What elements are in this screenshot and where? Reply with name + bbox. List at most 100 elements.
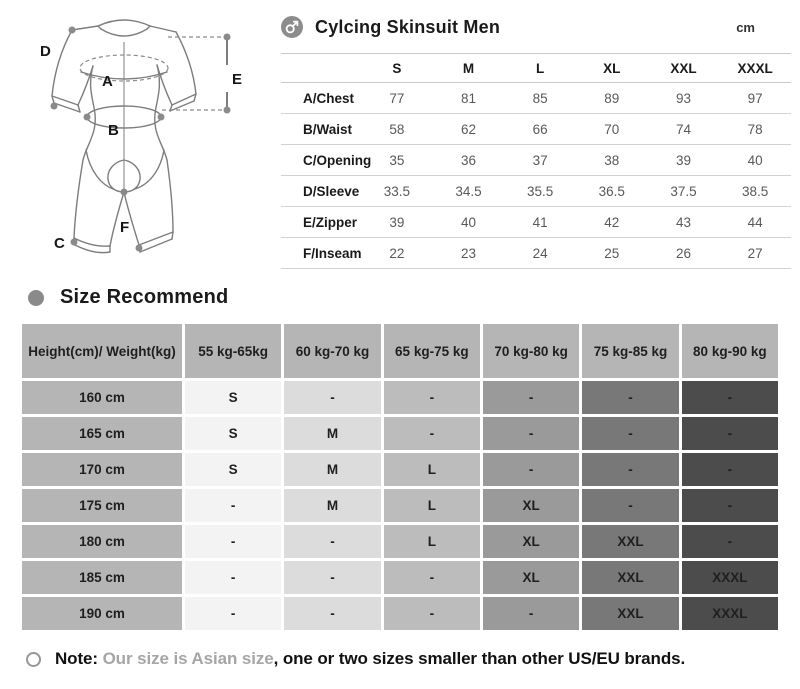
table-row: F/Inseam 22 23 24 25 26 27 — [281, 238, 791, 269]
size-cell: M — [284, 417, 381, 450]
size-cell: L — [383, 453, 480, 486]
size-cell: - — [483, 417, 580, 450]
height-cell: 190 cm — [22, 597, 182, 630]
size-col-header: XL — [603, 60, 621, 76]
cell-value: 66 — [532, 121, 548, 137]
size-cell: L — [383, 525, 480, 558]
size-col-header: M — [462, 60, 475, 76]
cell-value: 39 — [675, 152, 691, 168]
size-col-header: XXL — [670, 60, 697, 76]
size-cell: - — [483, 597, 580, 630]
size-cell: - — [681, 381, 778, 414]
cell-value: 37.5 — [670, 183, 697, 199]
male-icon — [281, 16, 303, 38]
size-cell: XL — [483, 525, 580, 558]
cell-value: 41 — [532, 214, 548, 230]
note-highlight: Our size is Asian size — [102, 649, 274, 668]
note-row: Note: Our size is Asian size, one or two… — [26, 649, 685, 669]
size-cell: - — [383, 417, 480, 450]
cell-value: 37 — [532, 152, 548, 168]
size-col-header: XXXL — [737, 60, 773, 76]
cell-value: 85 — [532, 90, 548, 106]
size-cell: S — [185, 417, 282, 450]
row-label: D/Sleeve — [303, 183, 360, 199]
size-cell: - — [284, 561, 381, 594]
skinsuit-drawing: A B C D E F — [40, 19, 242, 254]
size-cell: - — [681, 525, 778, 558]
table-row: D/Sleeve 33.5 34.5 35.5 36.5 37.5 38.5 — [281, 176, 791, 207]
cell-value: 43 — [675, 214, 691, 230]
diagram-label-f: F — [120, 219, 129, 236]
cell-value: 44 — [747, 214, 763, 230]
size-cell: - — [681, 489, 778, 522]
note-rest: , one or two sizes smaller than other US… — [273, 649, 686, 668]
cell-value: 58 — [389, 121, 405, 137]
cell-value: 23 — [460, 245, 476, 261]
page-title: Cylcing Skinsuit Men — [315, 16, 501, 37]
size-cell: - — [681, 453, 778, 486]
ring-circle-icon — [26, 651, 41, 667]
row-label: F/Inseam — [303, 245, 362, 261]
spec-header: Cylcing Skinsuit Men cm — [281, 10, 795, 44]
size-cell: XXL — [582, 561, 679, 594]
size-cell: - — [582, 453, 679, 486]
table-row: B/Waist 58 62 66 70 74 78 — [281, 114, 791, 145]
size-cell: M — [284, 453, 381, 486]
section-title: Size Recommend — [60, 286, 229, 308]
size-col-header: S — [392, 60, 402, 76]
cell-value: 42 — [604, 214, 620, 230]
height-cell: 185 cm — [22, 561, 182, 594]
size-cell: - — [284, 597, 381, 630]
cell-value: 35.5 — [527, 183, 554, 199]
diagram-label-a: A — [102, 73, 113, 90]
size-cell: - — [185, 525, 282, 558]
cell-value: 39 — [389, 214, 405, 230]
cell-value: 35 — [389, 152, 405, 168]
row-label: A/Chest — [303, 90, 355, 106]
size-cell: S — [185, 381, 282, 414]
table-row: A/Chest 77 81 85 89 93 97 — [281, 83, 791, 114]
diagram-label-d: D — [40, 43, 51, 60]
size-recommend-heading: Size Recommend — [28, 286, 228, 309]
height-cell: 160 cm — [22, 381, 182, 414]
diagram-label-c: C — [54, 235, 65, 252]
cell-value: 38 — [604, 152, 620, 168]
size-cell: - — [383, 597, 480, 630]
row-label: E/Zipper — [303, 214, 358, 230]
measurement-header-row: S M L XL XXL XXXL — [281, 53, 791, 83]
recommend-header-cell: Height(cm)/ Weight(kg) — [22, 324, 182, 378]
measure-dots — [50, 26, 231, 252]
recommend-header-cell: 60 kg-70 kg — [284, 324, 381, 378]
recommend-header-cell: 75 kg-85 kg — [582, 324, 679, 378]
cell-value: 27 — [747, 245, 763, 261]
cell-value: 33.5 — [383, 183, 410, 199]
diagram-label-b: B — [108, 122, 119, 139]
cell-value: 26 — [675, 245, 691, 261]
height-cell: 180 cm — [22, 525, 182, 558]
cell-value: 22 — [389, 245, 405, 261]
cell-value: 89 — [604, 90, 620, 106]
recommend-header-cell: 80 kg-90 kg — [681, 324, 778, 378]
size-cell: - — [582, 489, 679, 522]
cell-value: 93 — [675, 90, 691, 106]
size-cell: - — [284, 381, 381, 414]
cell-value: 24 — [532, 245, 548, 261]
size-cell: XL — [483, 561, 580, 594]
spec-section: Cylcing Skinsuit Men cm S M L XL XXL XXX… — [281, 10, 795, 269]
row-label: B/Waist — [303, 121, 353, 137]
size-cell: - — [582, 381, 679, 414]
size-cell: - — [681, 417, 778, 450]
cell-value: 74 — [675, 121, 691, 137]
note-label: Note: — [55, 649, 103, 668]
note-text: Note: Our size is Asian size, one or two… — [55, 649, 685, 669]
table-row: E/Zipper 39 40 41 42 43 44 — [281, 207, 791, 238]
size-cell: XXL — [582, 525, 679, 558]
cell-value: 36.5 — [598, 183, 625, 199]
recommend-header-cell: 70 kg-80 kg — [483, 324, 580, 378]
cell-value: 36 — [460, 152, 476, 168]
skinsuit-diagram: A B C D E F — [10, 2, 265, 279]
cell-value: 62 — [460, 121, 476, 137]
diagram-label-e: E — [232, 71, 242, 88]
size-cell: - — [483, 381, 580, 414]
